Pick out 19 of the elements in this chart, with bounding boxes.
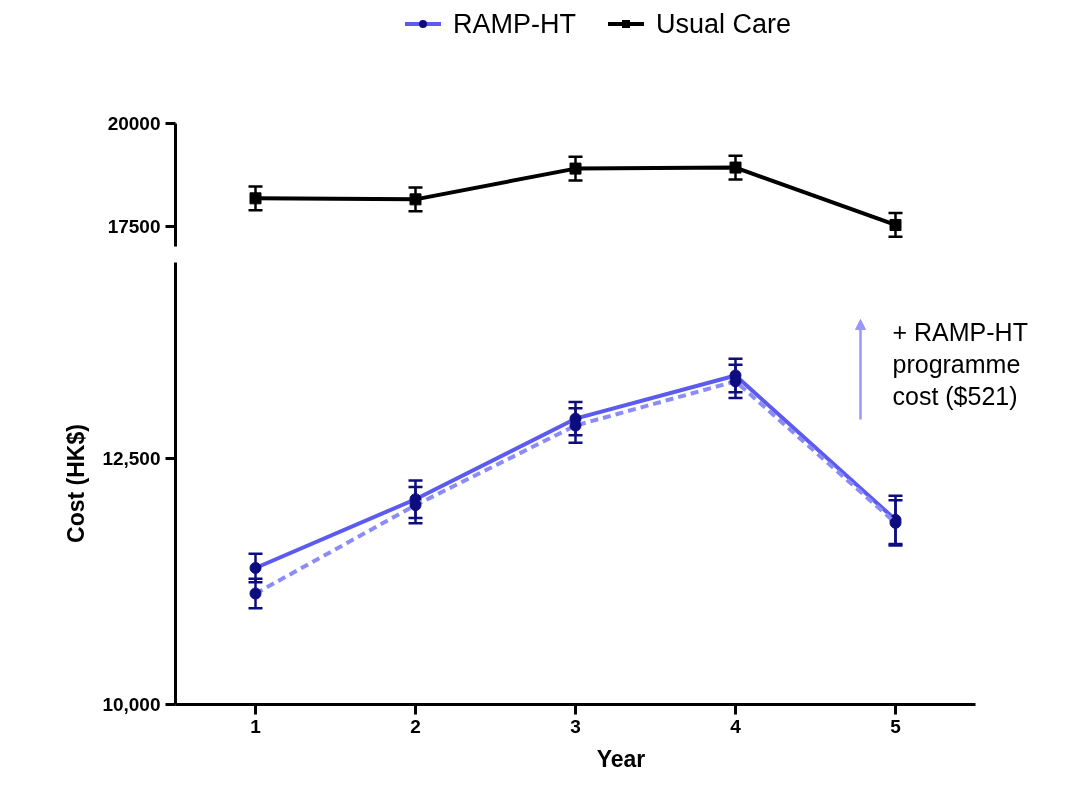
- y-tick-label: 17500: [107, 215, 161, 237]
- x-tick-label: 3: [570, 715, 581, 737]
- point: [889, 218, 902, 231]
- point: [409, 193, 422, 206]
- point: [569, 162, 582, 175]
- x-tick-label: 1: [250, 715, 262, 737]
- point: [729, 161, 742, 174]
- legend-label: Usual Care: [655, 8, 792, 41]
- y-tick-label: 10,000: [102, 694, 161, 715]
- x-axis-title: Year: [596, 745, 646, 772]
- legend-label: RAMP-HT: [452, 8, 576, 41]
- y-axis-title: Cost (HK$): [63, 424, 90, 543]
- x-tick-label: 5: [890, 715, 902, 737]
- x-tick-label: 2: [410, 715, 421, 737]
- y-tick-label: 12,500: [102, 448, 161, 470]
- y-tick-label: 20000: [107, 113, 161, 134]
- point: [249, 192, 262, 205]
- annotation: + RAMP-HT programme cost ($521): [892, 317, 1028, 410]
- x-tick-label: 4: [730, 715, 742, 737]
